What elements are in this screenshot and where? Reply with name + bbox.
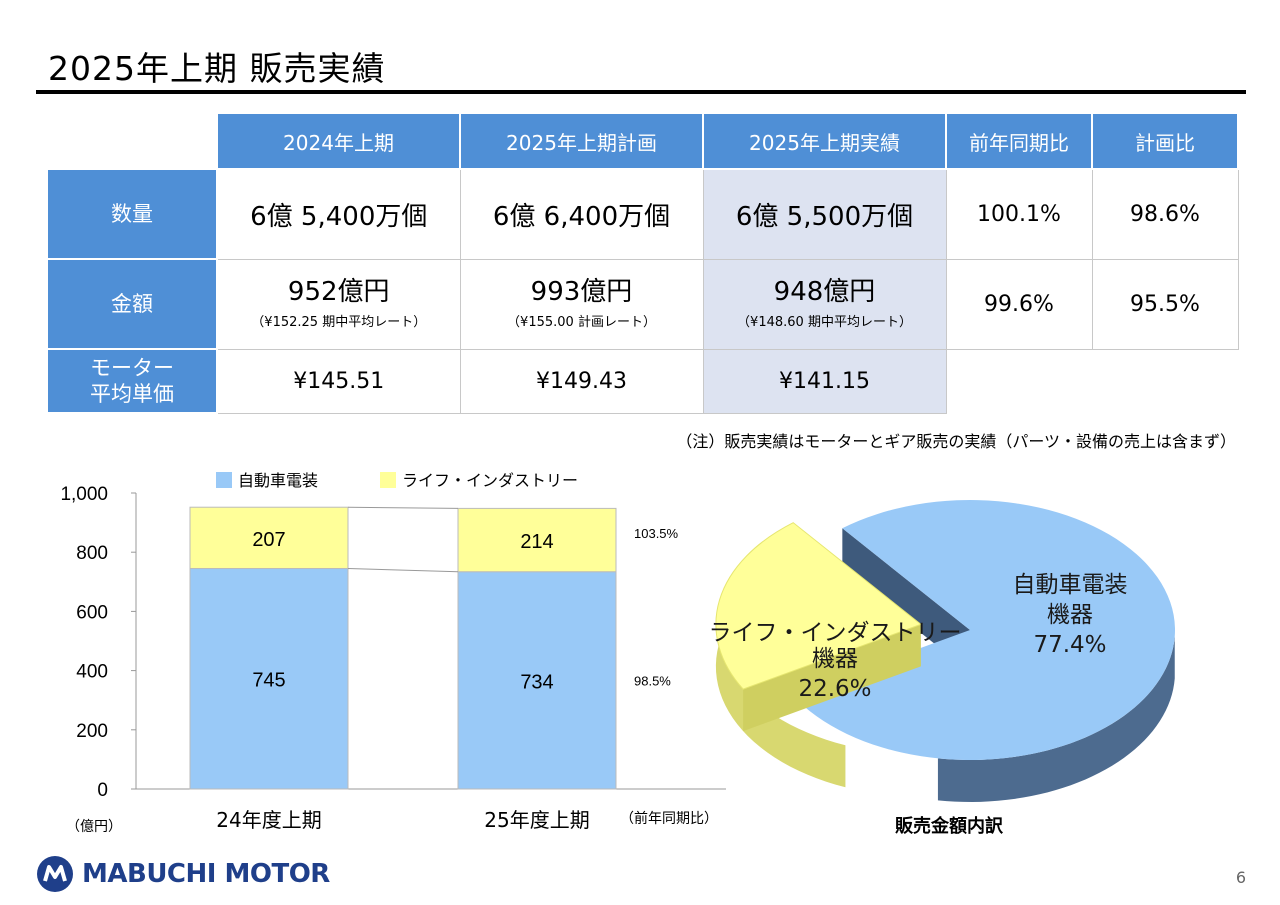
legend-swatch bbox=[216, 472, 232, 488]
amount-plan: 993億円 bbox=[530, 277, 633, 308]
pie-label-life: ライフ・インダストリー bbox=[709, 620, 962, 646]
y-axis-unit: （億円） bbox=[66, 819, 122, 835]
quantity-vs-plan: 98.6% bbox=[1091, 168, 1239, 260]
series-connector bbox=[347, 506, 459, 509]
x-category-label: 25年度上期 bbox=[484, 808, 589, 832]
stacked-bar-chart: 0 200 400 600 800 1,000 745 207 24年度上期 734 214 25年度… bbox=[60, 471, 726, 832]
bar-value-label: 214 bbox=[520, 531, 553, 553]
yoy-ratio-value: 103.5% bbox=[634, 526, 679, 541]
bar-value-label: 745 bbox=[252, 670, 285, 692]
sales-table: 2024年上期 2025年上期計画 2025年上期実績 前年同期比 計画比 数量… bbox=[46, 112, 1239, 414]
unit-price-actual: ¥141.15 bbox=[702, 348, 947, 414]
series-connector bbox=[347, 567, 459, 573]
company-logo: MABUCHI MOTOR bbox=[36, 855, 330, 893]
yoy-ratio-header: （前年同期比） bbox=[620, 811, 718, 827]
legend-label: 自動車電装 bbox=[238, 471, 318, 490]
logo-text: MABUCHI MOTOR bbox=[82, 859, 330, 889]
pie-cutface-auto bbox=[842, 528, 970, 672]
pie-pct-life: 22.6% bbox=[798, 676, 871, 702]
header-yoy: 前年同期比 bbox=[945, 112, 1093, 170]
y-tick-label: 800 bbox=[76, 543, 108, 564]
unit-price-plan: ¥149.43 bbox=[459, 348, 704, 414]
amount-actual-cell: 948億円 （¥148.60 期中平均レート） bbox=[702, 258, 947, 350]
logo-mark-icon bbox=[37, 856, 73, 892]
amount-yoy: 99.6% bbox=[945, 258, 1093, 350]
x-category-label: 24年度上期 bbox=[216, 808, 321, 832]
amount-2024: 952億円 bbox=[287, 277, 390, 308]
title-divider bbox=[36, 90, 1246, 94]
pie-label-auto-2: 機器 bbox=[1047, 602, 1093, 628]
y-tick-label: 0 bbox=[97, 780, 108, 801]
bar-segment bbox=[457, 507, 617, 573]
pie-pct-auto: 77.4% bbox=[1033, 632, 1106, 658]
row-label-amount: 金額 bbox=[46, 258, 218, 350]
amount-vs-plan: 95.5% bbox=[1091, 258, 1239, 350]
rate-2024: （¥152.25 期中平均レート） bbox=[251, 314, 427, 330]
unit-price-label-line1: モーター bbox=[90, 355, 174, 380]
amount-actual: 948億円 bbox=[773, 277, 876, 308]
pie-chart-title: 販売金額内訳 bbox=[895, 816, 1003, 837]
yoy-ratio-value: 98.5% bbox=[634, 673, 671, 688]
row-label-unit-price: モーター 平均単価 bbox=[46, 348, 218, 414]
pie-label-life-2: 機器 bbox=[812, 646, 858, 672]
quantity-yoy: 100.1% bbox=[945, 168, 1093, 260]
unit-price-2024: ¥145.51 bbox=[216, 348, 461, 414]
bar-value-label: 734 bbox=[520, 671, 553, 693]
pie-cutface-life bbox=[743, 624, 921, 732]
legend-label: ライフ・インダストリー bbox=[402, 471, 578, 490]
quantity-2024: 6億 5,400万個 bbox=[216, 168, 461, 260]
pie-label-auto: 自動車電装 bbox=[1013, 572, 1128, 598]
quantity-actual: 6億 5,500万個 bbox=[702, 168, 947, 260]
bar-segment bbox=[189, 506, 349, 569]
header-2024h1: 2024年上期 bbox=[216, 112, 461, 170]
header-2025h1-actual: 2025年上期実績 bbox=[702, 112, 947, 170]
amount-plan-cell: 993億円 （¥155.00 計画レート） bbox=[459, 258, 704, 350]
y-tick-label: 400 bbox=[76, 662, 108, 683]
y-tick-label: 1,000 bbox=[60, 484, 108, 505]
legend-swatch bbox=[380, 472, 396, 488]
bar-segment bbox=[457, 571, 617, 790]
rate-actual: （¥148.60 期中平均レート） bbox=[737, 314, 912, 330]
bar-value-label: 207 bbox=[252, 529, 285, 551]
unit-price-label-line2: 平均単価 bbox=[90, 382, 174, 406]
page-number: 6 bbox=[1235, 868, 1246, 887]
header-2025h1-plan: 2025年上期計画 bbox=[459, 112, 704, 170]
pie-slice-life bbox=[715, 522, 922, 690]
pie-side-auto bbox=[937, 636, 1175, 802]
table-corner bbox=[47, 113, 217, 169]
y-tick-label: 200 bbox=[76, 721, 108, 742]
header-vs-plan: 計画比 bbox=[1091, 112, 1239, 170]
rate-plan: （¥155.00 計画レート） bbox=[507, 314, 656, 330]
quantity-plan: 6億 6,400万個 bbox=[459, 168, 704, 260]
page-title: 2025年上期 販売実績 bbox=[48, 49, 386, 88]
table-note: （注）販売実績はモーターとギア販売の実績（パーツ・設備の売上は含まず） bbox=[676, 432, 1236, 451]
pie-slice-auto bbox=[792, 500, 1175, 761]
row-label-quantity: 数量 bbox=[46, 168, 218, 260]
y-tick-label: 600 bbox=[76, 602, 108, 623]
